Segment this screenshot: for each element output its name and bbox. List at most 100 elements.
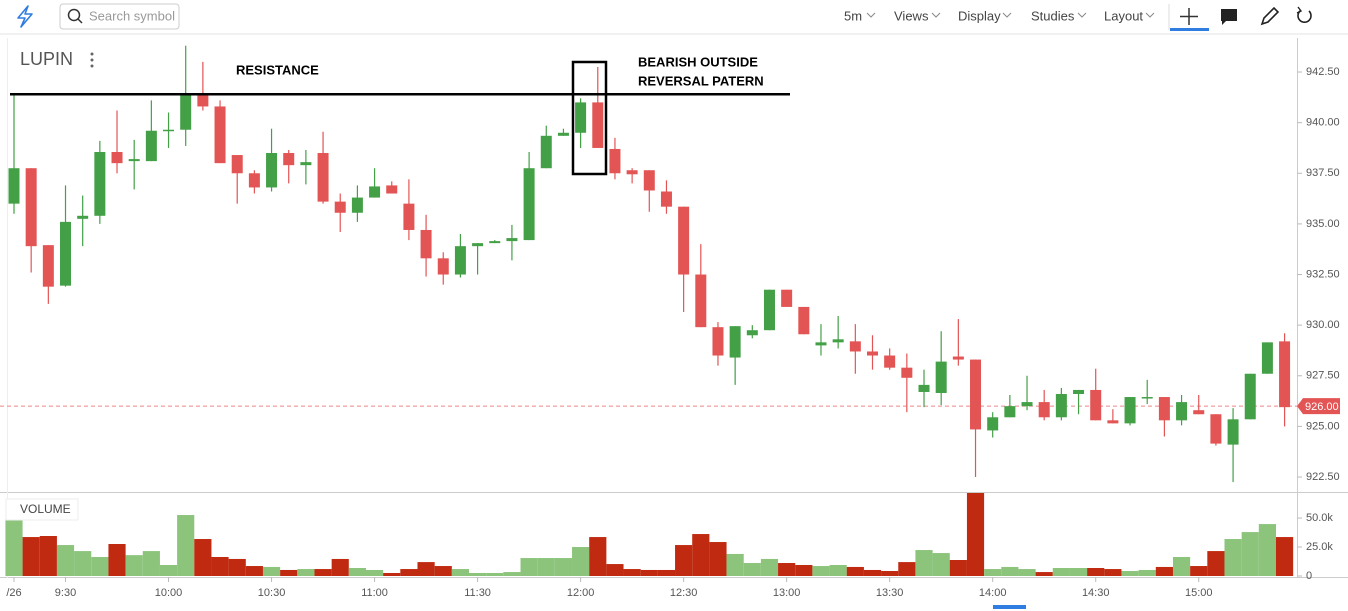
candle-body bbox=[8, 168, 20, 204]
y-tick-label: 922.50 bbox=[1306, 471, 1340, 483]
candle-body bbox=[351, 197, 363, 213]
volume-bar bbox=[1207, 551, 1225, 576]
candle-body bbox=[1004, 406, 1016, 418]
candle-body bbox=[987, 417, 999, 431]
candle-body bbox=[815, 342, 827, 346]
volume-bar bbox=[863, 569, 882, 576]
candle-body bbox=[248, 173, 260, 188]
price-pane bbox=[0, 45, 1297, 483]
volume-bar bbox=[39, 536, 57, 576]
volume-bar bbox=[949, 560, 967, 576]
volume-bar bbox=[142, 551, 160, 576]
time-scroll-indicator bbox=[993, 605, 1026, 609]
candle-body bbox=[1141, 397, 1153, 399]
legend-menu[interactable] bbox=[90, 52, 94, 68]
volume-bar bbox=[675, 545, 693, 576]
volume-bar bbox=[177, 515, 195, 576]
candle-body bbox=[111, 152, 123, 164]
candle-body bbox=[437, 258, 449, 275]
volume-bar bbox=[194, 539, 212, 576]
volume-bar bbox=[486, 572, 504, 576]
volume-bar bbox=[211, 556, 229, 576]
volume-bar bbox=[898, 562, 916, 576]
volume-bar bbox=[881, 571, 899, 576]
chevron bbox=[1002, 12, 1012, 18]
pattern-box bbox=[571, 60, 608, 176]
volume-bar bbox=[743, 563, 761, 576]
volume-bar bbox=[640, 569, 658, 576]
candle-body bbox=[1227, 419, 1239, 445]
candle-body bbox=[145, 130, 157, 162]
volume-bar bbox=[984, 569, 1002, 576]
pattern-label: REVERSAL PATERN bbox=[638, 73, 764, 88]
menu[interactable]: Display bbox=[958, 8, 1001, 23]
x-tick-label: 10:30 bbox=[258, 587, 286, 599]
volume-bar bbox=[623, 569, 641, 576]
volume-bar bbox=[520, 558, 538, 576]
y-tick-label: 927.50 bbox=[1306, 370, 1340, 382]
volume-legend-bg bbox=[5, 498, 79, 521]
candle-body bbox=[214, 106, 226, 164]
volume-bar bbox=[846, 566, 864, 576]
volume-bar bbox=[795, 564, 813, 576]
candle-body bbox=[592, 102, 604, 148]
chevron bbox=[931, 12, 941, 18]
volume-bar bbox=[1224, 539, 1242, 576]
volume-bar bbox=[692, 534, 710, 576]
volume-bar bbox=[74, 551, 92, 576]
y-tick-label: 935.00 bbox=[1306, 218, 1340, 230]
volume-bar bbox=[91, 556, 109, 576]
volume-bar bbox=[348, 568, 366, 576]
reset-tool[interactable] bbox=[1297, 10, 1312, 23]
menu[interactable]: Views bbox=[894, 8, 929, 23]
candle-body bbox=[300, 162, 312, 166]
volume-bar bbox=[417, 562, 435, 576]
comment-tool[interactable] bbox=[1221, 9, 1237, 25]
candle-body bbox=[643, 170, 655, 191]
volume-bar bbox=[1241, 532, 1259, 576]
x-tick-label: 14:30 bbox=[1082, 587, 1110, 599]
draw-tool[interactable] bbox=[1260, 6, 1280, 26]
toolbar-bg bbox=[0, 0, 1348, 34]
candle-body bbox=[695, 274, 707, 328]
x-tick-label: 15:00 bbox=[1185, 587, 1213, 599]
candle-body bbox=[1073, 389, 1085, 394]
volume-bar bbox=[1087, 568, 1105, 576]
candle-body bbox=[678, 206, 690, 275]
candle-body bbox=[1090, 389, 1102, 421]
candle-body bbox=[849, 341, 861, 352]
candle-body bbox=[1158, 397, 1170, 421]
candle-body bbox=[283, 153, 295, 166]
volume-bar bbox=[1155, 566, 1173, 576]
candle-body bbox=[1021, 402, 1033, 407]
symbol-legend: LUPIN bbox=[20, 49, 73, 69]
volume-pane bbox=[5, 493, 1294, 576]
volume-bar bbox=[932, 553, 950, 576]
volume-bar bbox=[812, 566, 830, 576]
search-box[interactable] bbox=[59, 3, 180, 30]
crosshair-tool[interactable] bbox=[1180, 8, 1198, 25]
volume-bar bbox=[657, 569, 676, 576]
candle-body bbox=[1107, 420, 1119, 424]
chevron bbox=[1077, 12, 1087, 18]
volume-bar bbox=[726, 553, 744, 576]
candle-body bbox=[609, 148, 621, 174]
candle-body bbox=[42, 245, 54, 287]
y-tick-label: 925.00 bbox=[1306, 420, 1340, 432]
candle-body bbox=[163, 129, 175, 132]
last-price-tag bbox=[1297, 398, 1340, 415]
volume-bar bbox=[1190, 566, 1208, 576]
interval-menu[interactable]: 5m bbox=[844, 8, 862, 23]
candle-body bbox=[386, 185, 398, 194]
candle-body bbox=[746, 330, 758, 336]
candle-body bbox=[935, 361, 947, 393]
x-tick-label: 12:00 bbox=[567, 587, 595, 599]
menu[interactable]: Layout bbox=[1104, 8, 1143, 23]
candle-body bbox=[94, 152, 106, 216]
menu[interactable]: Studies bbox=[1031, 8, 1075, 23]
active-tool-indicator bbox=[1170, 28, 1209, 31]
volume-bar bbox=[537, 558, 555, 576]
logo[interactable] bbox=[17, 5, 33, 28]
candle-body bbox=[197, 94, 209, 107]
